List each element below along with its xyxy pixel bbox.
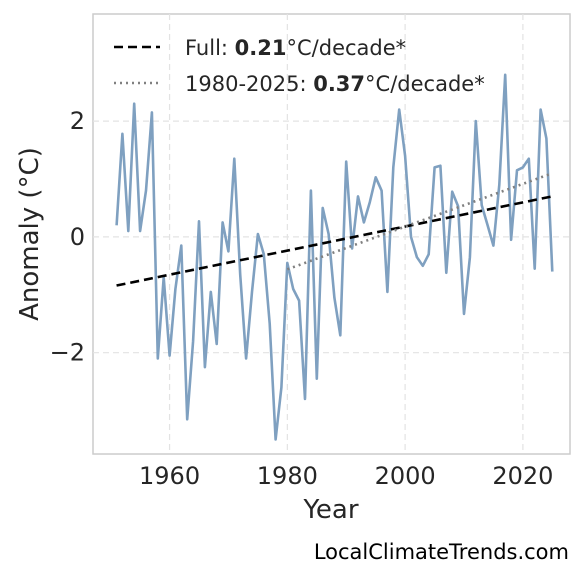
legend-entry-1980-2025: 1980-2025: 0.37°C/decade* (185, 72, 485, 96)
x-tick-label: 1960 (139, 462, 200, 490)
series-layer (115, 73, 554, 441)
legend-full-prefix: Full: (185, 36, 235, 60)
legend-full-value: 0.21 (235, 36, 287, 60)
gridlines (93, 14, 570, 454)
legend-recent-suffix: °C/decade* (365, 72, 485, 96)
y-tick-label: 0 (70, 223, 85, 251)
source-credit: LocalClimateTrends.com (313, 540, 569, 564)
trend-line-1980-2025 (286, 171, 553, 271)
legend-recent-prefix: 1980-2025: (185, 72, 313, 96)
y-tick-labels: −2 0 2 (50, 107, 85, 367)
anomaly-series-line (115, 73, 554, 441)
y-tick-label: 2 (70, 107, 85, 135)
legend-full-suffix: °C/decade* (287, 36, 407, 60)
legend-entry-full: Full: 0.21°C/decade* (185, 36, 406, 60)
y-tick-label: −2 (50, 339, 85, 367)
x-tick-label: 2000 (375, 462, 436, 490)
legend: Full: 0.21°C/decade* 1980-2025: 0.37°C/d… (114, 36, 485, 96)
trend-line-full (116, 195, 553, 287)
y-axis-title: Anomaly (°C) (15, 147, 45, 321)
legend-recent-value: 0.37 (313, 72, 365, 96)
x-axis-title: Year (302, 495, 358, 525)
x-tick-labels: 1960 1980 2000 2020 (139, 462, 553, 490)
x-tick-label: 1980 (257, 462, 318, 490)
x-tick-label: 2020 (492, 462, 553, 490)
